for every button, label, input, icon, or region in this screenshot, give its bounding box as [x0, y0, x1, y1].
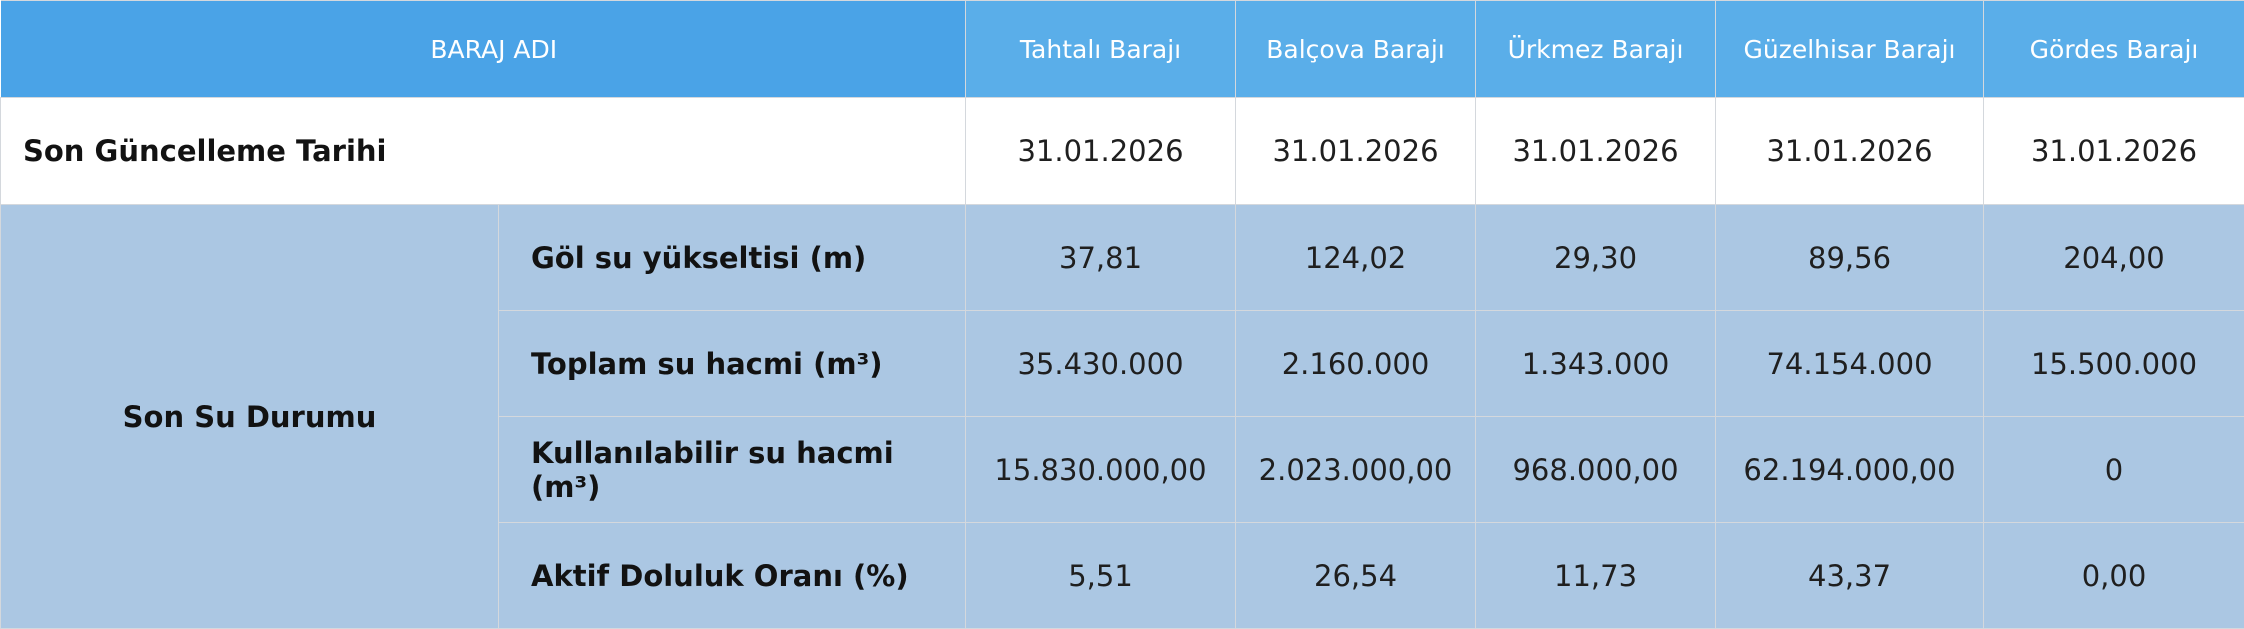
metric-value: 5,51	[966, 523, 1236, 629]
metric-value: 37,81	[966, 205, 1236, 311]
metric-value: 89,56	[1716, 205, 1984, 311]
metric-value: 11,73	[1476, 523, 1716, 629]
metric-value: 0	[1984, 417, 2244, 523]
last-update-label: Son Güncelleme Tarihi	[1, 98, 966, 205]
water-status-group-label: Son Su Durumu	[1, 205, 499, 629]
last-update-row: Son Güncelleme Tarihi 31.01.2026 31.01.2…	[1, 98, 2244, 205]
metric-value: 43,37	[1716, 523, 1984, 629]
metric-value: 15.500.000	[1984, 311, 2244, 417]
metric-value: 26,54	[1236, 523, 1476, 629]
last-update-value: 31.01.2026	[966, 98, 1236, 205]
metric-value: 15.830.000,00	[966, 417, 1236, 523]
metric-value: 1.343.000	[1476, 311, 1716, 417]
dam-header-urkmez: Ürkmez Barajı	[1476, 1, 1716, 98]
dam-header-tahtali: Tahtalı Barajı	[966, 1, 1236, 98]
metric-value: 204,00	[1984, 205, 2244, 311]
metric-value: 2.160.000	[1236, 311, 1476, 417]
dam-header-balcova: Balçova Barajı	[1236, 1, 1476, 98]
dam-header-gordes: Gördes Barajı	[1984, 1, 2244, 98]
metric-value: 124,02	[1236, 205, 1476, 311]
metric-label: Aktif Doluluk Oranı (%)	[499, 523, 966, 629]
metric-value: 968.000,00	[1476, 417, 1716, 523]
last-update-value: 31.01.2026	[1476, 98, 1716, 205]
last-update-value: 31.01.2026	[1984, 98, 2244, 205]
metric-value: 35.430.000	[966, 311, 1236, 417]
metric-label: Göl su yükseltisi (m)	[499, 205, 966, 311]
metric-value: 62.194.000,00	[1716, 417, 1984, 523]
metric-value: 0,00	[1984, 523, 2244, 629]
metric-value: 2.023.000,00	[1236, 417, 1476, 523]
metric-value: 29,30	[1476, 205, 1716, 311]
metric-row-lake-level: Son Su Durumu Göl su yükseltisi (m) 37,8…	[1, 205, 2244, 311]
last-update-value: 31.01.2026	[1236, 98, 1476, 205]
metric-label: Kullanılabilir su hacmi (m³)	[499, 417, 966, 523]
dam-header-guzelhisar: Güzelhisar Barajı	[1716, 1, 1984, 98]
dam-name-header: BARAJ ADI	[1, 1, 966, 98]
last-update-value: 31.01.2026	[1716, 98, 1984, 205]
metric-label: Toplam su hacmi (m³)	[499, 311, 966, 417]
header-row: BARAJ ADI Tahtalı Barajı Balçova Barajı …	[1, 1, 2244, 98]
metric-value: 74.154.000	[1716, 311, 1984, 417]
